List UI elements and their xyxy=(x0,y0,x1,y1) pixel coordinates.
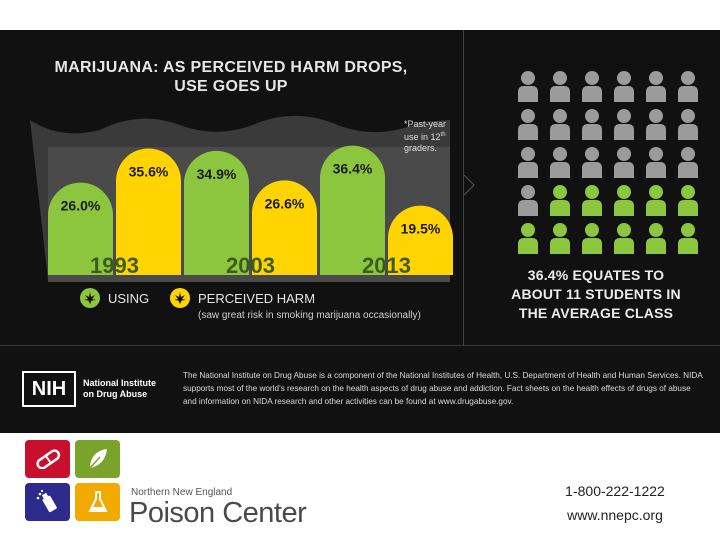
panel-divider xyxy=(463,30,464,345)
bar-value-label: 34.9% xyxy=(197,166,237,182)
student-icon-highlighted xyxy=(646,185,666,216)
student-icon xyxy=(582,147,602,178)
student-icon xyxy=(518,147,538,178)
people-panel: 36.4% EQUATES TO ABOUT 11 STUDENTS IN TH… xyxy=(476,30,720,345)
student-icon xyxy=(646,109,666,140)
student-icon xyxy=(678,109,698,140)
student-icon xyxy=(550,109,570,140)
student-icon xyxy=(614,109,634,140)
bar-harm-2013 xyxy=(388,205,453,275)
student-icon-highlighted xyxy=(646,223,666,254)
legend: USING PERCEIVED HARM (saw great risk in … xyxy=(70,288,460,328)
student-icon xyxy=(614,147,634,178)
nih-logo: NIH National Institute on Drug Abuse xyxy=(22,371,156,407)
student-icon-highlighted xyxy=(582,185,602,216)
bar-value-label: 26.6% xyxy=(265,195,305,211)
student-icon xyxy=(646,71,666,102)
year-label-2013: 2013 xyxy=(362,253,411,278)
year-label-2003: 2003 xyxy=(226,253,275,278)
footer: Northern New England Poison Center 1-800… xyxy=(0,433,720,540)
infographic: MARIJUANA: AS PERCEIVED HARM DROPS, USE … xyxy=(0,30,720,433)
student-icon xyxy=(550,71,570,102)
footnote-line3: graders. xyxy=(404,143,438,153)
student-icon xyxy=(518,71,538,102)
student-icon-highlighted xyxy=(582,223,602,254)
bar-harm-2003 xyxy=(252,180,317,275)
chart-title-line2: USE GOES UP xyxy=(174,78,288,95)
student-icon-highlighted xyxy=(678,223,698,254)
student-icon xyxy=(518,109,538,140)
chart-title-line1: MARIJUANA: AS PERCEIVED HARM DROPS, xyxy=(54,59,408,76)
bar-using-2003 xyxy=(184,150,249,275)
footnote-line1: *Past-year xyxy=(404,119,447,129)
legend-harm-label: PERCEIVED HARM xyxy=(198,290,316,306)
student-icon xyxy=(614,71,634,102)
bar-harm-1993 xyxy=(116,148,181,275)
cannabis-leaf-icon xyxy=(80,288,100,308)
poison-center-name: Poison Center xyxy=(129,497,307,529)
nih-name: National Institute on Drug Abuse xyxy=(83,378,156,400)
student-icon xyxy=(678,147,698,178)
student-icon-highlighted xyxy=(614,223,634,254)
cannabis-leaf-icon xyxy=(170,288,190,308)
student-icon xyxy=(518,185,538,216)
student-grid xyxy=(518,71,698,254)
nih-name-line2: on Drug Abuse xyxy=(83,389,148,399)
website[interactable]: www.nnepc.org xyxy=(567,507,663,523)
bar-value-label: 26.0% xyxy=(61,198,101,214)
chart-panel: MARIJUANA: AS PERCEIVED HARM DROPS, USE … xyxy=(0,30,462,345)
student-icon-highlighted xyxy=(518,223,538,254)
bar-value-label: 36.4% xyxy=(333,161,373,177)
footnote-sup: th xyxy=(440,132,446,138)
legend-harm: PERCEIVED HARM xyxy=(170,288,315,308)
student-icon xyxy=(550,147,570,178)
footnote: *Past-year use in 12th graders. xyxy=(404,119,464,154)
chart-title: MARIJUANA: AS PERCEIVED HARM DROPS, USE … xyxy=(0,58,462,96)
nih-description: The National Institute on Drug Abuse is … xyxy=(183,371,703,406)
bar-using-1993 xyxy=(48,182,113,275)
spray-can-icon xyxy=(25,483,70,521)
summary-line3: THE AVERAGE CLASS xyxy=(518,305,674,321)
student-icon-highlighted xyxy=(550,185,570,216)
bar-using-2013 xyxy=(320,145,385,275)
student-icon-highlighted xyxy=(614,185,634,216)
legend-using-label: USING xyxy=(108,290,150,306)
summary-text: 36.4% EQUATES TO ABOUT 11 STUDENTS IN TH… xyxy=(476,266,716,323)
student-icon xyxy=(646,147,666,178)
chevron-right-icon xyxy=(463,174,475,196)
poison-center-region: Northern New England xyxy=(131,487,233,498)
student-icon-highlighted xyxy=(678,185,698,216)
student-icon xyxy=(582,109,602,140)
nih-name-line1: National Institute xyxy=(83,378,157,388)
pill-icon xyxy=(25,440,70,478)
contact-info: 1-800-222-1222 www.nnepc.org xyxy=(520,479,710,527)
footnote-line2: use in 12 xyxy=(404,132,441,142)
bar-value-label: 35.6% xyxy=(129,163,169,179)
student-icon xyxy=(582,71,602,102)
summary-line2: ABOUT 11 STUDENTS IN xyxy=(511,286,681,302)
nih-band: NIH National Institute on Drug Abuse The… xyxy=(0,345,720,433)
summary-line1: 36.4% EQUATES TO xyxy=(527,267,665,283)
leaf-icon xyxy=(75,440,120,478)
legend-harm-subtitle: (saw great risk in smoking marijuana occ… xyxy=(198,310,421,321)
phone-number: 1-800-222-1222 xyxy=(565,483,665,499)
legend-using: USING xyxy=(80,288,149,308)
bar-value-label: 19.5% xyxy=(401,221,441,237)
bars: 26.0% 35.6% 1993 34.9% 26.6% 2003 36.4% 19.5% 20… xyxy=(48,145,453,278)
bar-chart: 26.0% 35.6% 1993 34.9% 26.6% 2003 36.4% 19.5% 20… xyxy=(30,115,453,282)
nih-mark: NIH xyxy=(22,371,76,407)
year-label-1993: 1993 xyxy=(90,253,139,278)
student-icon-highlighted xyxy=(550,223,570,254)
student-icon xyxy=(678,71,698,102)
flask-icon xyxy=(75,483,120,521)
